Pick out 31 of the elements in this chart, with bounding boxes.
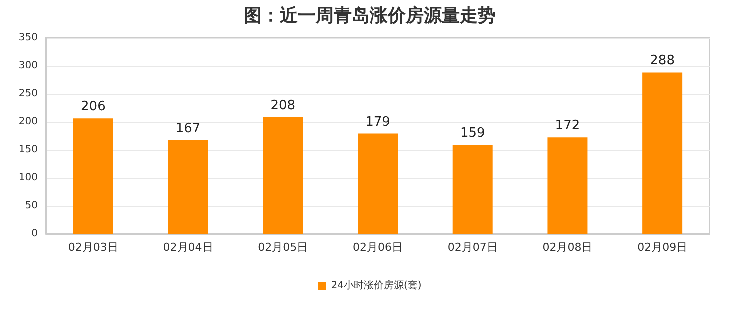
data-label: 206 (81, 100, 106, 115)
x-tick-label: 02月07日 (448, 241, 498, 254)
data-label: 167 (176, 121, 201, 136)
x-tick-label: 02月03日 (68, 241, 118, 254)
data-label: 159 (460, 126, 486, 141)
bar (168, 140, 208, 234)
y-tick-label: 150 (18, 144, 38, 156)
data-label: 288 (650, 54, 675, 69)
y-tick-label: 300 (18, 60, 38, 72)
data-label: 172 (555, 118, 580, 134)
chart-title: 图：近一周青岛涨价房源量走势 (244, 6, 496, 26)
bar (642, 72, 683, 234)
bar (358, 134, 398, 234)
bar (548, 138, 588, 234)
y-tick-label: 350 (18, 32, 38, 44)
y-tick-label: 50 (25, 200, 38, 212)
x-tick-label: 02月08日 (542, 241, 593, 254)
x-tick-label: 02月09日 (638, 241, 688, 254)
x-tick-label: 02月04日 (163, 241, 214, 254)
x-tick-label: 02月05日 (258, 241, 308, 254)
x-tick-label: 02月06日 (353, 241, 403, 254)
bar (73, 118, 114, 234)
data-label: 208 (270, 98, 296, 114)
legend-label: 24小时涨价房源(套) (331, 280, 422, 292)
bar (263, 118, 304, 234)
y-tick-label: 100 (18, 172, 38, 184)
y-tick-label: 250 (18, 88, 38, 100)
y-tick-label: 0 (32, 228, 38, 240)
y-tick-label: 200 (18, 116, 38, 128)
data-label: 179 (366, 114, 390, 130)
bar (452, 144, 493, 234)
